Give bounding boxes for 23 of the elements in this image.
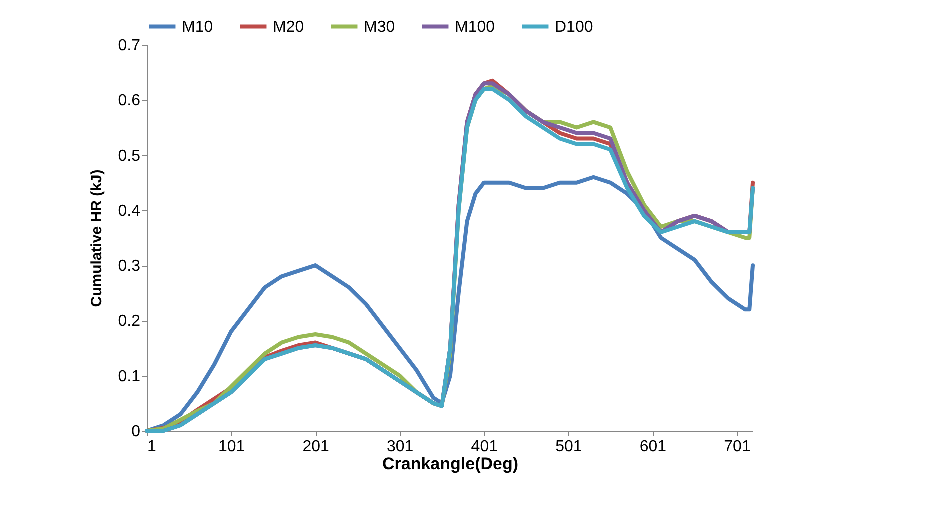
legend-label: M20 [273, 18, 304, 36]
legend-label: M30 [364, 18, 396, 36]
y-tick-label: 0.4 [118, 202, 141, 220]
x-tick-label: 401 [471, 438, 498, 456]
x-tick-label: 601 [640, 438, 667, 456]
y-tick-label: 0.2 [118, 313, 141, 330]
y-tick-label: 0.5 [118, 148, 141, 165]
y-tick-label: 0.1 [118, 368, 141, 386]
legend-label: D100 [555, 18, 594, 36]
x-tick-label: 701 [724, 438, 751, 456]
x-tick-label: 101 [218, 438, 246, 456]
y-tick-label: 0 [132, 424, 141, 440]
y-tick-label: 0.3 [118, 258, 141, 276]
y-axis-title: Cumulative HR (kJ) [88, 170, 106, 308]
legend-label: M10 [182, 18, 214, 36]
x-tick-label: 1 [148, 438, 156, 456]
x-axis-title: Crankangle(Deg) [382, 454, 519, 474]
y-tick-label: 0.6 [118, 92, 141, 110]
x-tick-label: 501 [556, 438, 582, 456]
y-tick-label: 0.7 [118, 38, 141, 54]
legend-label: M100 [455, 18, 496, 36]
x-tick-label: 201 [302, 438, 330, 456]
x-tick-label: 301 [387, 438, 414, 456]
